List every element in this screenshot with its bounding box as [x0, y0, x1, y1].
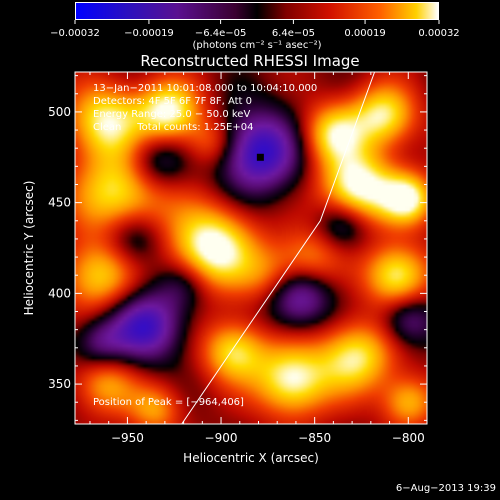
x-tick-label: −950	[111, 431, 144, 445]
peak-marker	[256, 153, 264, 161]
colorbar-tick-label: 0.00019	[344, 28, 385, 39]
peak-position-label: Position of Peak = [−964,406]	[93, 397, 244, 408]
y-tick-label: 500	[48, 105, 71, 119]
colorbar-tick-label: 6.4e−05	[272, 28, 315, 39]
colorbar-tick-label: 0.00032	[418, 28, 459, 39]
footer-date: 6−Aug−2013 19:39	[395, 483, 496, 494]
x-axis-label: Heliocentric X (arcsec)	[183, 451, 319, 465]
y-tick-label: 400	[48, 286, 71, 300]
colorbar-tick-label: −0.00032	[50, 28, 100, 39]
annotation-energy-range: Energy Range: 25.0 − 50.0 keV	[93, 109, 251, 120]
limb-line	[181, 72, 376, 424]
colorbar-tick-label: −0.00019	[124, 28, 174, 39]
x-tick-label: −850	[298, 431, 331, 445]
y-tick-label: 350	[48, 377, 71, 391]
x-tick-label: −800	[392, 431, 425, 445]
x-tick-label: −900	[205, 431, 238, 445]
colorbar	[75, 2, 439, 20]
y-tick-label: 450	[48, 196, 71, 210]
colorbar-tick-label: −6.4e−05	[195, 28, 247, 39]
heatmap-image	[75, 72, 427, 424]
colorbar-unit: (photons cm⁻² s⁻¹ asec⁻²)	[192, 40, 321, 51]
colorbar-axis: −0.00032 −0.00019 −6.4e−05 6.4e−05 0.00019 0.…	[50, 20, 460, 51]
annotation-total-counts: Clean Total counts: 1.25E+04	[93, 122, 254, 133]
annotation-detectors: Detectors: 4F 5F 6F 7F 8F, Att 0	[93, 96, 253, 107]
chart-title: Reconstructed RHESSI Image	[140, 52, 360, 70]
y-axis-label: Heliocentric Y (arcsec)	[22, 181, 36, 316]
annotation-time-range: 13−Jan−2011 10:01:08.000 to 10:04:10.000	[93, 83, 318, 94]
